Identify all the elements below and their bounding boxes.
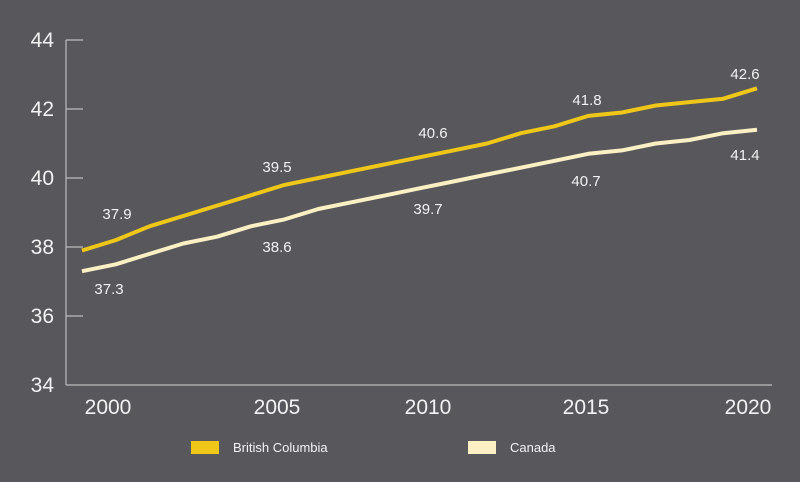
data-label: 42.6 (730, 66, 759, 83)
axes: 34 36 38 40 42 44 2000 2005 2010 2015 2020 (31, 29, 772, 419)
legend-swatch-canada (468, 441, 496, 454)
y-tick-label: 36 (31, 305, 54, 328)
legend: British Columbia Canada (0, 440, 800, 460)
y-tick-label: 44 (31, 29, 55, 52)
legend-label-bc: British Columbia (233, 440, 328, 455)
data-label: 40.6 (418, 125, 447, 142)
x-tick-label: 2020 (725, 396, 772, 419)
legend-swatch-bc (191, 441, 219, 454)
series-lines (81, 86, 758, 274)
x-tick-label: 2005 (254, 396, 301, 419)
y-tick-label: 42 (31, 98, 54, 121)
legend-label-canada: Canada (510, 440, 556, 455)
line-chart: 34 36 38 40 42 44 2000 2005 2010 2015 2020 37.9 39.… (31, 29, 772, 419)
data-label: 40.7 (571, 173, 600, 190)
data-label: 38.6 (262, 239, 291, 256)
x-tick-label: 2000 (85, 396, 132, 419)
series-line-canada (81, 127, 758, 274)
data-label: 37.3 (94, 281, 123, 298)
y-tick-label: 38 (31, 236, 54, 259)
y-tick-label: 40 (31, 167, 54, 190)
data-labels: 37.9 39.5 40.6 41.8 42.6 37.3 38.6 39.7 40.7 41.4 (94, 66, 759, 298)
data-label: 39.5 (262, 159, 291, 176)
data-label: 41.8 (572, 92, 601, 109)
legend-item-canada: Canada (468, 440, 556, 455)
series-line-british-columbia (81, 86, 758, 253)
data-label: 39.7 (413, 201, 442, 218)
y-tick-label: 34 (31, 374, 55, 397)
x-tick-label: 2015 (563, 396, 610, 419)
legend-item-british-columbia: British Columbia (191, 440, 328, 455)
data-label: 37.9 (102, 206, 131, 223)
data-label: 41.4 (730, 147, 759, 164)
x-tick-label: 2010 (405, 396, 452, 419)
